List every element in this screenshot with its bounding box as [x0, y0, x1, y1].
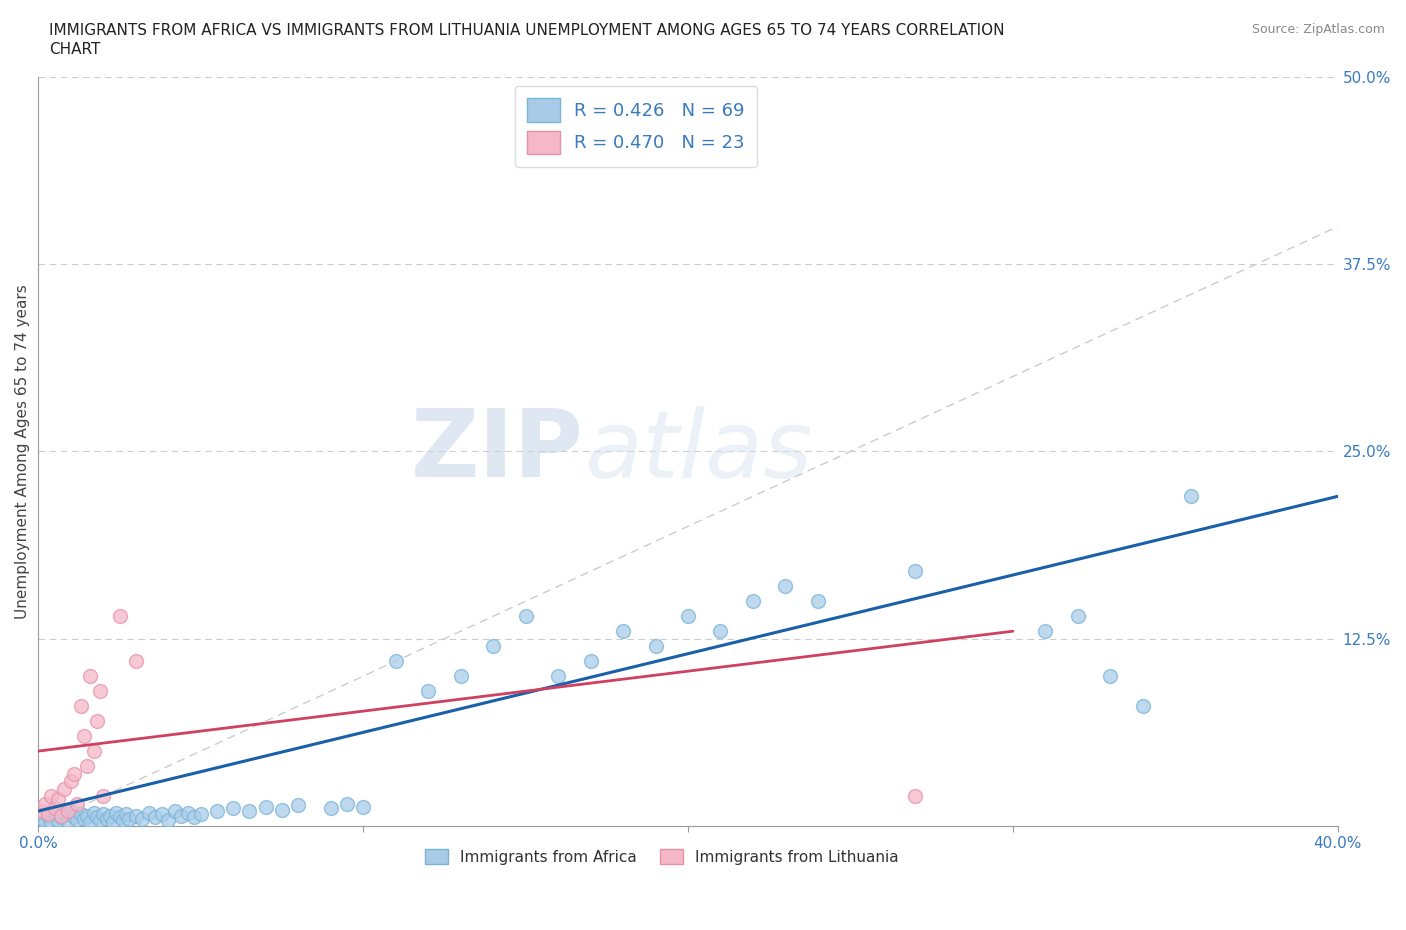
Point [108, 810, 131, 825]
Point [49, 808, 72, 823]
Point [807, 594, 830, 609]
Point [34, 814, 56, 829]
Point [254, 799, 277, 814]
Point [98, 808, 121, 823]
Point [41, 816, 63, 830]
Point [336, 796, 359, 811]
Point [63, 810, 86, 825]
Point [89, 684, 111, 698]
Point [101, 814, 124, 829]
Point [37, 806, 59, 821]
Legend: Immigrants from Africa, Immigrants from Lithuania: Immigrants from Africa, Immigrants from … [419, 843, 905, 870]
Point [205, 804, 228, 818]
Point [56, 814, 79, 829]
Text: atlas: atlas [583, 405, 813, 497]
Point [125, 654, 148, 669]
Point [287, 798, 309, 813]
Point [31, 811, 53, 826]
Point [34, 796, 56, 811]
Point [742, 594, 765, 609]
Point [91, 789, 114, 804]
Point [709, 624, 731, 639]
Point [1132, 698, 1154, 713]
Point [83, 805, 105, 820]
Point [76, 759, 98, 774]
Point [271, 802, 294, 817]
Point [352, 799, 374, 814]
Point [111, 813, 134, 828]
Point [59, 804, 82, 818]
Point [138, 805, 160, 820]
Point [612, 624, 634, 639]
Point [222, 801, 245, 816]
Point [66, 796, 89, 811]
Text: Source: ZipAtlas.com: Source: ZipAtlas.com [1251, 23, 1385, 36]
Point [131, 811, 153, 826]
Point [105, 805, 128, 820]
Text: IMMIGRANTS FROM AFRICA VS IMMIGRANTS FROM LITHUANIA UNEMPLOYMENT AMONG AGES 65 T: IMMIGRANTS FROM AFRICA VS IMMIGRANTS FRO… [49, 23, 1005, 38]
Point [37, 808, 59, 823]
Point [170, 808, 193, 823]
Point [69, 806, 91, 821]
Point [416, 684, 439, 698]
Point [31, 804, 53, 818]
Point [56, 804, 79, 818]
Point [676, 609, 699, 624]
Point [384, 654, 406, 669]
Point [319, 801, 342, 816]
Text: ZIP: ZIP [411, 405, 583, 498]
Point [53, 805, 76, 820]
Point [118, 811, 141, 826]
Point [1067, 609, 1090, 624]
Point [1033, 624, 1056, 639]
Point [89, 813, 111, 828]
Point [238, 804, 260, 818]
Point [125, 808, 148, 823]
Point [143, 810, 166, 825]
Point [1099, 669, 1122, 684]
Point [44, 801, 66, 816]
Point [96, 811, 118, 826]
Point [41, 789, 63, 804]
Point [904, 789, 927, 804]
Point [49, 810, 72, 825]
Point [177, 805, 200, 820]
Point [108, 609, 131, 624]
Point [46, 813, 69, 828]
Point [450, 669, 472, 684]
Point [86, 713, 108, 728]
Point [91, 806, 114, 821]
Point [63, 766, 86, 781]
Point [59, 774, 82, 789]
Point [69, 698, 91, 713]
Point [775, 578, 797, 593]
Point [76, 808, 98, 823]
Point [163, 804, 186, 818]
Point [73, 811, 96, 826]
Point [44, 806, 66, 821]
Point [66, 813, 89, 828]
Point [150, 806, 173, 821]
Point [904, 564, 927, 578]
Y-axis label: Unemployment Among Ages 65 to 74 years: Unemployment Among Ages 65 to 74 years [15, 284, 30, 618]
Point [644, 639, 666, 654]
Point [115, 806, 138, 821]
Point [1180, 489, 1202, 504]
Point [547, 669, 569, 684]
Point [482, 639, 505, 654]
Point [79, 814, 101, 829]
Point [157, 813, 180, 828]
Point [79, 669, 101, 684]
Point [183, 810, 205, 825]
Point [515, 609, 537, 624]
Point [579, 654, 602, 669]
Point [73, 729, 96, 744]
Point [86, 810, 108, 825]
Point [46, 791, 69, 806]
Text: CHART: CHART [49, 42, 101, 57]
Point [53, 781, 76, 796]
Point [190, 806, 212, 821]
Point [83, 744, 105, 759]
